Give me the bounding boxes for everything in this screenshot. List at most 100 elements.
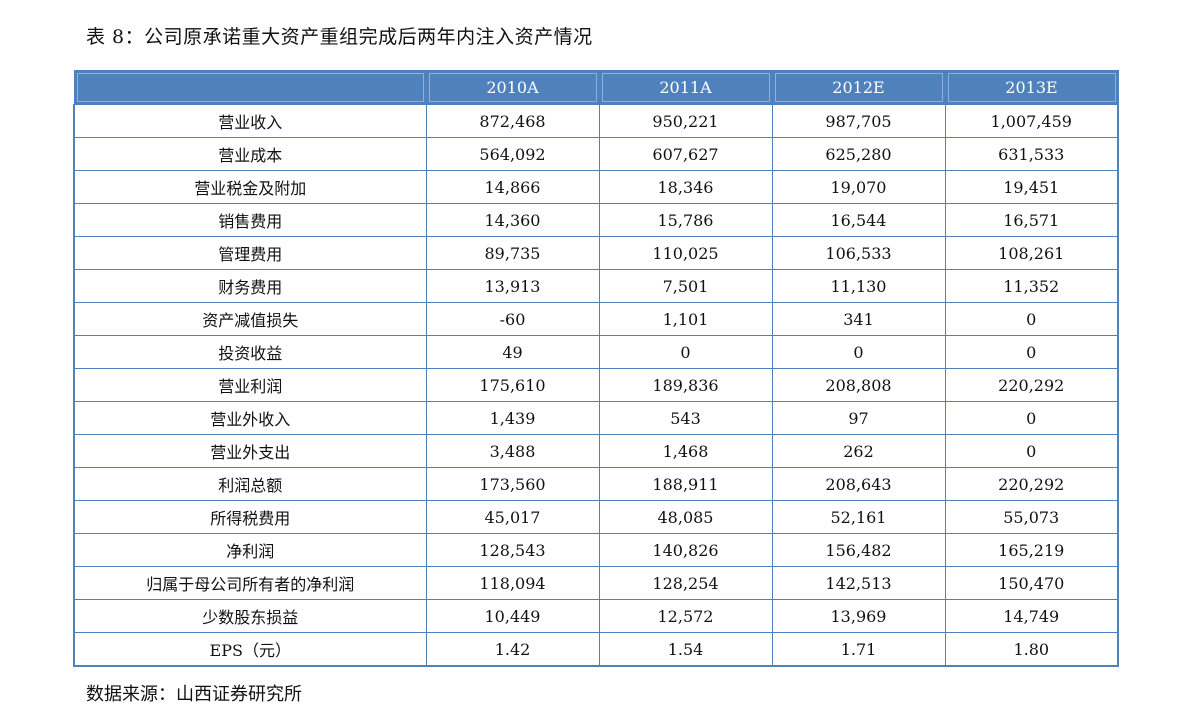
value-cell: 3,488 [425, 434, 600, 468]
table-row: 少数股东损益 10,449 12,572 13,969 14,749 [73, 599, 1119, 633]
value-cell: 18,346 [598, 170, 773, 204]
value-cell: 45,017 [425, 500, 600, 534]
value-cell: 11,130 [771, 269, 946, 303]
value-cell: 208,808 [771, 368, 946, 402]
row-label-cell: 营业成本 [73, 137, 427, 171]
header-cell-2013e: 2013E [944, 70, 1119, 105]
value-cell: 128,543 [425, 533, 600, 567]
value-cell: 150,470 [944, 566, 1119, 600]
row-label-cell: 净利润 [73, 533, 427, 567]
value-cell: 607,627 [598, 137, 773, 171]
row-label-cell: 营业税金及附加 [73, 170, 427, 204]
value-cell: 987,705 [771, 104, 946, 138]
table-row: 营业外收入 1,439 543 97 0 [73, 401, 1119, 435]
value-cell: 19,070 [771, 170, 946, 204]
header-cell-2010a: 2010A [425, 70, 600, 105]
row-label-cell: 销售费用 [73, 203, 427, 237]
value-cell: 16,571 [944, 203, 1119, 237]
value-cell: 52,161 [771, 500, 946, 534]
value-cell: 49 [425, 335, 600, 369]
value-cell: -60 [425, 302, 600, 336]
value-cell: 1.54 [598, 632, 773, 667]
value-cell: 16,544 [771, 203, 946, 237]
table-row: 营业外支出 3,488 1,468 262 0 [73, 434, 1119, 468]
value-cell: 1,468 [598, 434, 773, 468]
header-cell-item [73, 70, 427, 105]
table-row: EPS（元） 1.42 1.54 1.71 1.80 [73, 632, 1119, 667]
value-cell: 0 [944, 335, 1119, 369]
table-row: 管理费用 89,735 110,025 106,533 108,261 [73, 236, 1119, 270]
value-cell: 7,501 [598, 269, 773, 303]
value-cell: 89,735 [425, 236, 600, 270]
table-row: 所得税费用 45,017 48,085 52,161 55,073 [73, 500, 1119, 534]
value-cell: 1.71 [771, 632, 946, 667]
table-row: 营业成本 564,092 607,627 625,280 631,533 [73, 137, 1119, 171]
value-cell: 208,643 [771, 467, 946, 501]
value-cell: 110,025 [598, 236, 773, 270]
value-cell: 97 [771, 401, 946, 435]
table-row: 投资收益 49 0 0 0 [73, 335, 1119, 369]
row-label-cell: 财务费用 [73, 269, 427, 303]
row-label-cell: 投资收益 [73, 335, 427, 369]
row-label-cell: 营业外收入 [73, 401, 427, 435]
value-cell: 14,866 [425, 170, 600, 204]
value-cell: 128,254 [598, 566, 773, 600]
value-cell: 188,911 [598, 467, 773, 501]
value-cell: 165,219 [944, 533, 1119, 567]
row-label-cell: 归属于母公司所有者的净利润 [73, 566, 427, 600]
value-cell: 140,826 [598, 533, 773, 567]
table-row: 归属于母公司所有者的净利润 118,094 128,254 142,513 150,47… [73, 566, 1119, 600]
value-cell: 950,221 [598, 104, 773, 138]
value-cell: 0 [598, 335, 773, 369]
value-cell: 48,085 [598, 500, 773, 534]
value-cell: 12,572 [598, 599, 773, 633]
header-cell-2012e: 2012E [771, 70, 946, 105]
value-cell: 173,560 [425, 467, 600, 501]
value-cell: 15,786 [598, 203, 773, 237]
row-label-cell: 管理费用 [73, 236, 427, 270]
table-row: 营业利润 175,610 189,836 208,808 220,292 [73, 368, 1119, 402]
value-cell: 189,836 [598, 368, 773, 402]
value-cell: 10,449 [425, 599, 600, 633]
value-cell: 14,749 [944, 599, 1119, 633]
table-caption: 表 8：公司原承诺重大资产重组完成后两年内注入资产情况 [86, 26, 593, 48]
value-cell: 13,913 [425, 269, 600, 303]
value-cell: 0 [944, 401, 1119, 435]
value-cell: 0 [944, 434, 1119, 468]
value-cell: 142,513 [771, 566, 946, 600]
value-cell: 0 [771, 335, 946, 369]
table-header: 2010A 2011A 2012E 2013E [73, 70, 1119, 105]
row-label-cell: 营业收入 [73, 104, 427, 138]
value-cell: 543 [598, 401, 773, 435]
value-cell: 14,360 [425, 203, 600, 237]
table-row: 净利润 128,543 140,826 156,482 165,219 [73, 533, 1119, 567]
row-label-cell: EPS（元） [73, 632, 427, 667]
value-cell: 55,073 [944, 500, 1119, 534]
value-cell: 1.42 [425, 632, 600, 667]
value-cell: 1,439 [425, 401, 600, 435]
table-row: 财务费用 13,913 7,501 11,130 11,352 [73, 269, 1119, 303]
value-cell: 625,280 [771, 137, 946, 171]
row-label-cell: 少数股东损益 [73, 599, 427, 633]
table-row: 销售费用 14,360 15,786 16,544 16,571 [73, 203, 1119, 237]
value-cell: 11,352 [944, 269, 1119, 303]
table-row: 利润总额 173,560 188,911 208,643 220,292 [73, 467, 1119, 501]
value-cell: 220,292 [944, 368, 1119, 402]
row-label-cell: 营业利润 [73, 368, 427, 402]
header-row: 2010A 2011A 2012E 2013E [73, 70, 1119, 105]
value-cell: 106,533 [771, 236, 946, 270]
value-cell: 872,468 [425, 104, 600, 138]
value-cell: 108,261 [944, 236, 1119, 270]
data-source-note: 数据来源：山西证券研究所 [86, 684, 302, 705]
value-cell: 631,533 [944, 137, 1119, 171]
value-cell: 13,969 [771, 599, 946, 633]
value-cell: 1,101 [598, 302, 773, 336]
row-label-cell: 所得税费用 [73, 500, 427, 534]
value-cell: 262 [771, 434, 946, 468]
value-cell: 341 [771, 302, 946, 336]
row-label-cell: 利润总额 [73, 467, 427, 501]
value-cell: 220,292 [944, 467, 1119, 501]
row-label-cell: 营业外支出 [73, 434, 427, 468]
row-label-cell: 资产减值损失 [73, 302, 427, 336]
table-row: 营业收入 872,468 950,221 987,705 1,007,459 [73, 104, 1119, 138]
